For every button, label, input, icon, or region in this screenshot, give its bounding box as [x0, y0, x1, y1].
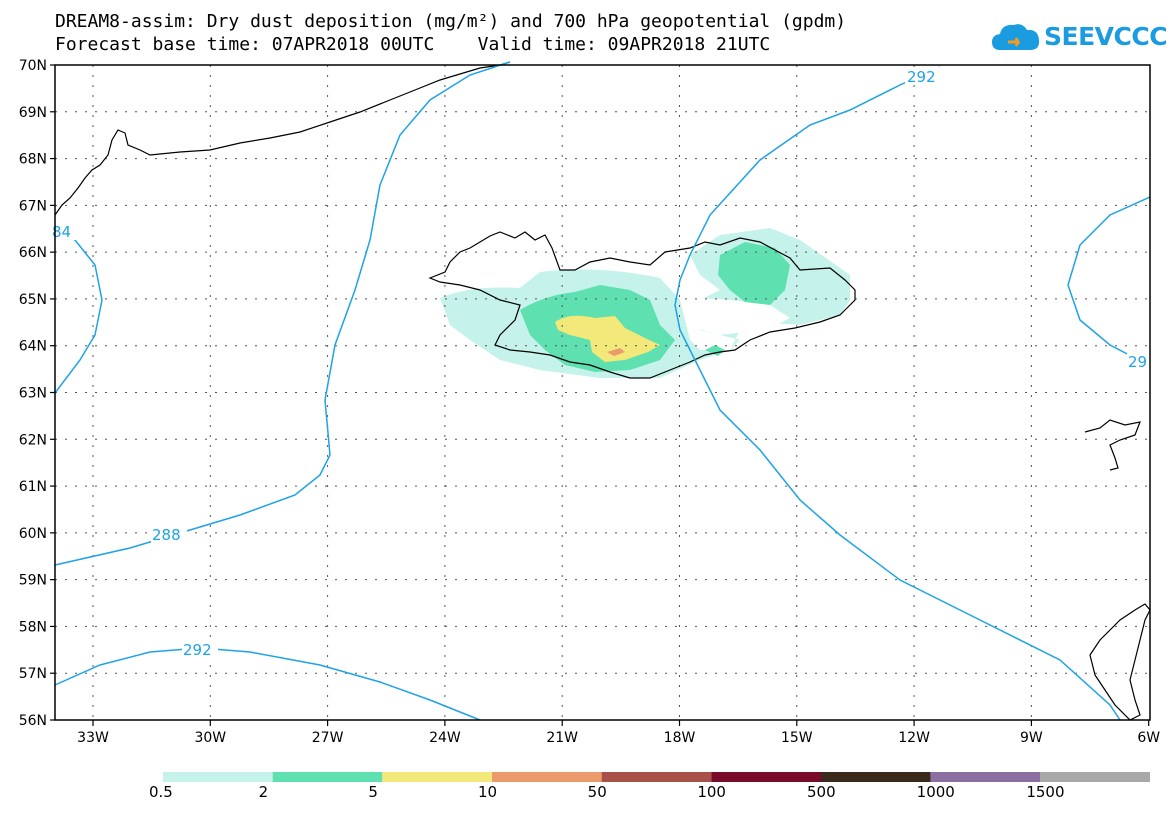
colorbar-label: 2 — [258, 783, 269, 801]
latitude-label: 62N — [19, 432, 47, 448]
geopotential-contours — [54, 61, 1151, 721]
colorbar-swatch — [821, 772, 931, 782]
longitude-label: 30W — [194, 730, 226, 746]
colorbar — [163, 772, 1150, 782]
contour-label-29-east: 29 — [1128, 353, 1147, 371]
longitude-label: 33W — [77, 730, 109, 746]
latitude-labels: 70N 69N 68N 67N 66N 65N 64N 63N 62N 61N 60N 59N 58N 5… — [19, 58, 47, 729]
contour-label-292-south: 292 — [183, 641, 212, 659]
latitude-label: 58N — [19, 619, 47, 635]
latitude-label: 61N — [19, 479, 47, 495]
colorbar-label: 5 — [368, 783, 378, 801]
latitude-label: 68N — [19, 152, 47, 168]
colorbar-label: 1500 — [1026, 783, 1065, 801]
colorbar-label: 10 — [478, 783, 498, 801]
longitude-label: 21W — [546, 730, 578, 746]
coastlines — [54, 61, 1151, 721]
colorbar-swatch — [711, 772, 821, 782]
longitude-label: 6W — [1137, 730, 1160, 746]
longitude-label: 12W — [898, 730, 930, 746]
iceland-coast — [428, 231, 856, 379]
latitude-label: 67N — [19, 198, 47, 214]
colorbar-swatch — [163, 772, 273, 782]
longitude-labels: 33W 30W 27W 24W 21W 18W 15W 12W 9W 6W — [77, 730, 1160, 746]
contour-label-84: 84 — [52, 223, 71, 241]
latitude-label: 64N — [19, 339, 47, 355]
colorbar-label: 0.5 — [149, 783, 173, 801]
axis-ticks — [50, 64, 1150, 726]
logo-text: SEEVCCC — [1044, 22, 1168, 51]
map-title-line-1: DREAM8-assim: Dry dust deposition (mg/m²… — [55, 11, 847, 32]
contour-29x-east — [1067, 196, 1151, 359]
dust-region-light-core-fill — [685, 298, 790, 335]
latitude-label: 59N — [19, 573, 47, 589]
graticule — [55, 65, 1150, 720]
seevccc-logo: SEEVCCC — [990, 20, 1168, 60]
contour-288-west — [54, 61, 511, 566]
latitude-label: 60N — [19, 526, 47, 542]
longitude-label: 15W — [781, 730, 813, 746]
latitude-label: 56N — [19, 713, 47, 729]
contour-292-south — [54, 647, 481, 721]
colorbar-label: 1000 — [916, 783, 955, 801]
contour-label-288: 288 — [152, 526, 181, 544]
dust-region-yellow — [555, 315, 660, 362]
latitude-label: 69N — [19, 105, 47, 121]
dust-deposition-shading — [440, 228, 850, 378]
latitude-label: 57N — [19, 666, 47, 682]
longitude-label: 9W — [1020, 730, 1043, 746]
map-title-line-2: Forecast base time: 07APR2018 00UTC Vali… — [55, 34, 771, 55]
dust-region-green-spot — [705, 345, 725, 356]
colorbar-swatch — [492, 772, 602, 782]
latitude-label: 66N — [19, 245, 47, 261]
colorbar-label: 500 — [807, 783, 836, 801]
faroe-islands-coast — [1084, 419, 1141, 471]
contour-label-292-north: 292 — [907, 68, 936, 86]
latitude-label: 65N — [19, 292, 47, 308]
longitude-label: 24W — [429, 730, 461, 746]
colorbar-swatch — [1040, 772, 1150, 782]
scotland-coast — [1089, 603, 1151, 721]
colorbar-swatch — [601, 772, 712, 782]
dust-region-green-east — [718, 242, 790, 305]
dust-region-orange — [607, 348, 625, 356]
colorbar-swatch — [382, 772, 492, 782]
contour-labels: 292 84 288 292 29 — [52, 67, 1151, 659]
contour-284-west — [54, 224, 103, 394]
colorbar-label: 100 — [697, 783, 726, 801]
latitude-label: 63N — [19, 386, 47, 402]
contour-292-north — [674, 66, 1121, 721]
colorbar-swatch — [272, 772, 383, 782]
longitude-label: 27W — [312, 730, 344, 746]
colorbar-label: 50 — [587, 783, 607, 801]
colorbar-swatch — [930, 772, 1041, 782]
longitude-label: 18W — [664, 730, 696, 746]
cloud-logo-icon — [992, 24, 1040, 50]
latitude-label: 70N — [19, 58, 47, 74]
greenland-coast — [54, 61, 511, 216]
